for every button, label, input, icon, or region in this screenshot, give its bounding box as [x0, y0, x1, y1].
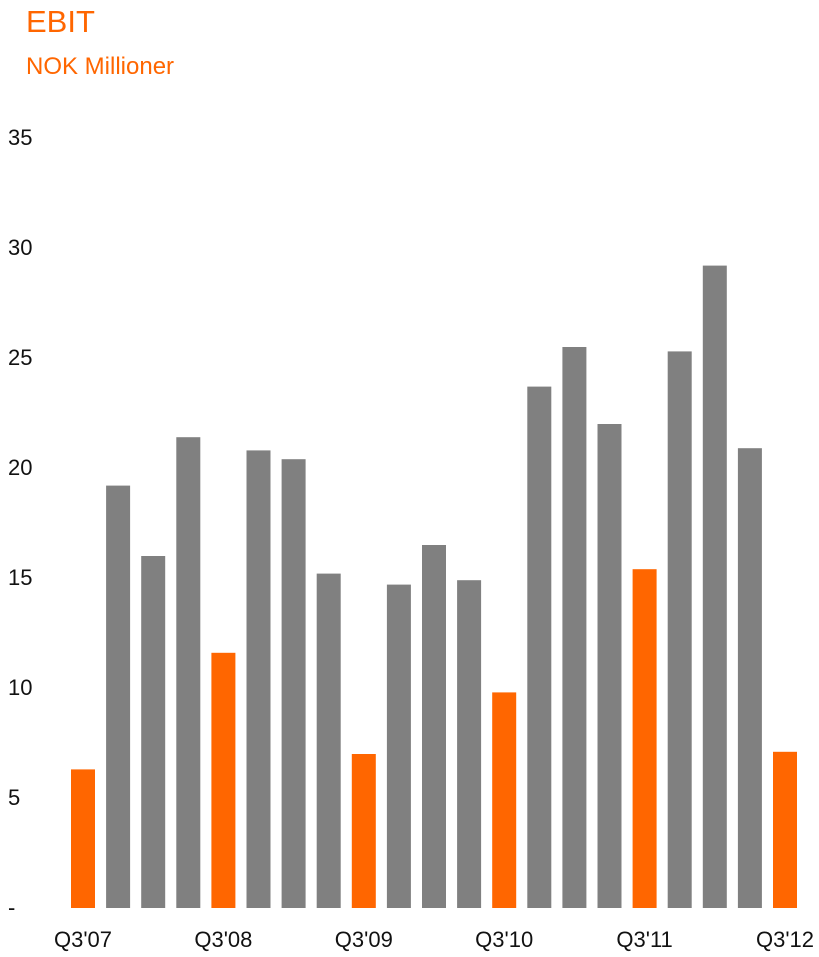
bar	[316, 573, 341, 908]
y-tick-label: 10	[8, 675, 32, 700]
bar	[457, 580, 482, 908]
y-tick-label: 20	[8, 455, 32, 480]
bar	[176, 437, 201, 908]
x-tick-label: Q3'09	[335, 927, 393, 952]
bar	[422, 545, 446, 908]
bar	[667, 351, 692, 908]
y-tick-label: 5	[8, 785, 20, 810]
x-tick-label: Q3'10	[475, 927, 533, 952]
bar	[386, 584, 411, 908]
y-axis-labels: - 5 10 15 20 25 30 35	[8, 125, 32, 920]
bars	[71, 265, 797, 909]
y-tick-label: 30	[8, 235, 32, 260]
x-tick-label: Q3'11	[616, 927, 672, 952]
bar	[246, 450, 271, 908]
x-tick-label: Q3'07	[54, 927, 112, 952]
y-tick-label: 15	[8, 565, 32, 590]
bar	[106, 485, 131, 908]
chart-title: EBIT	[26, 4, 95, 39]
bar	[597, 424, 622, 908]
x-tick-label: Q3'08	[194, 927, 252, 952]
bar	[281, 459, 306, 908]
bar-highlighted	[71, 769, 95, 908]
x-axis-labels: Q3'07 Q3'08 Q3'09 Q3'10 Q3'11 Q3'12	[54, 927, 814, 952]
bar-highlighted	[351, 754, 376, 908]
bar	[737, 448, 762, 908]
y-tick-label: 25	[8, 345, 32, 370]
y-tick-label: -	[8, 895, 15, 920]
bar-highlighted	[492, 692, 517, 908]
bar	[702, 265, 727, 909]
y-tick-label: 35	[8, 125, 32, 150]
bar-highlighted	[632, 569, 657, 908]
chart-subtitle: NOK Millioner	[26, 53, 175, 80]
bar	[141, 556, 166, 908]
bar	[562, 347, 587, 908]
bar-highlighted	[773, 751, 797, 908]
bar-highlighted	[211, 652, 236, 908]
bar	[527, 386, 552, 909]
x-tick-label: Q3'12	[756, 927, 814, 952]
